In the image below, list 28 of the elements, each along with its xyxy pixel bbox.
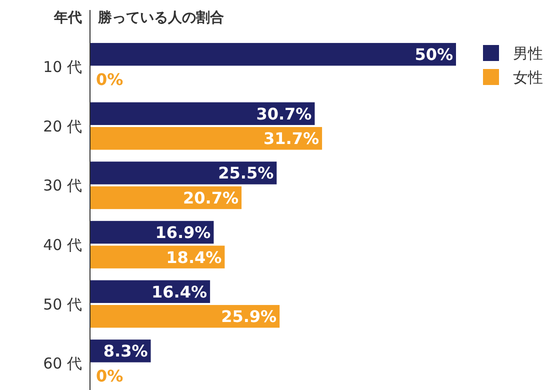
bar: [90, 304, 280, 328]
bar: [90, 42, 456, 66]
data-label: 25.9%: [221, 307, 277, 326]
data-label: 16.9%: [155, 223, 211, 242]
data-label: 0%: [96, 70, 124, 89]
bar: [90, 102, 315, 126]
data-label: 8.3%: [103, 342, 148, 361]
y-tick-label: 10 代: [43, 58, 82, 76]
data-label: 0%: [96, 366, 124, 386]
x-axis-title: 勝っている人の割合: [97, 9, 224, 26]
y-tick-label: 30 代: [43, 176, 82, 195]
data-label: 18.4%: [166, 248, 222, 267]
data-label: 50%: [414, 45, 453, 64]
data-label: 25.5%: [218, 164, 274, 183]
y-tick-label: 60 代: [43, 354, 82, 373]
y-tick-label: 20 代: [43, 117, 82, 136]
bar: [90, 162, 277, 184]
data-label: 16.4%: [152, 282, 208, 302]
data-label: 20.7%: [183, 188, 239, 208]
data-label: 30.7%: [256, 104, 312, 124]
legend-label: 男性: [513, 44, 543, 62]
y-axis-title: 年代: [53, 10, 82, 26]
legend-label: 女性: [513, 68, 543, 86]
data-label: 31.7%: [264, 129, 320, 148]
bar: [90, 127, 322, 150]
bar: [90, 246, 225, 268]
y-tick-label: 40 代: [43, 236, 82, 254]
y-tick-label: 50 代: [43, 295, 82, 314]
